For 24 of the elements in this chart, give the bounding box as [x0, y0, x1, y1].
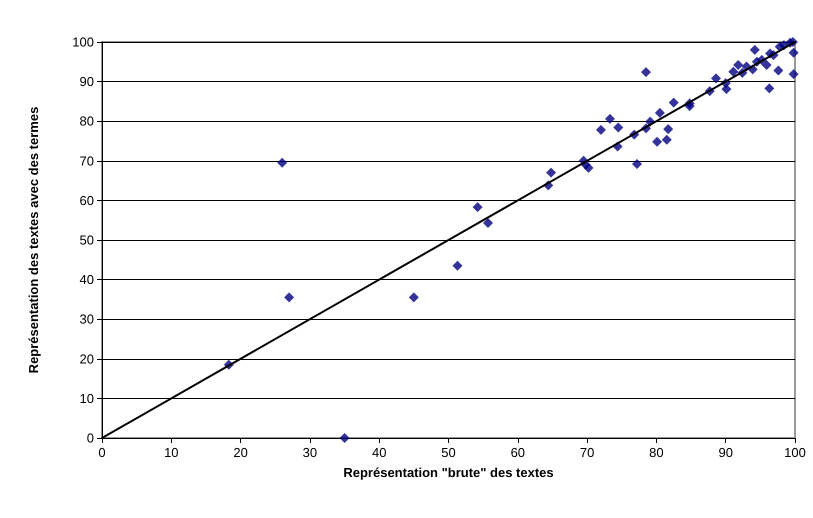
y-tick-label: 60: [80, 192, 94, 208]
x-tick-label: 50: [441, 445, 456, 460]
x-tick-label: 20: [233, 445, 248, 460]
y-tick-label: 30: [80, 312, 94, 327]
x-tick-label: 30: [302, 445, 318, 460]
y-axis-title: Représentation des textes avec des termes: [26, 106, 41, 374]
y-tick-label: 40: [80, 272, 94, 288]
x-tick-label: 80: [649, 445, 664, 460]
x-tick-label: 70: [580, 445, 594, 460]
x-axis-title: Représentation "brute" des textes: [343, 465, 554, 480]
y-tick-label: 20: [80, 351, 94, 366]
x-tick-label: 10: [164, 445, 179, 460]
y-tick-label: 90: [80, 74, 94, 90]
x-tick-label: 90: [718, 445, 733, 460]
x-tick-label: 40: [372, 445, 386, 460]
y-tick-label: 50: [80, 232, 94, 248]
x-tick-label: 100: [784, 445, 806, 460]
y-tick-label: 80: [80, 114, 94, 129]
x-tick-label: 60: [510, 445, 526, 460]
y-tick-label: 0: [86, 430, 94, 446]
y-tick-label: 100: [72, 34, 94, 50]
y-tick-label: 10: [80, 390, 94, 406]
y-tick-label: 70: [80, 153, 94, 168]
x-tick-label: 0: [98, 445, 106, 460]
